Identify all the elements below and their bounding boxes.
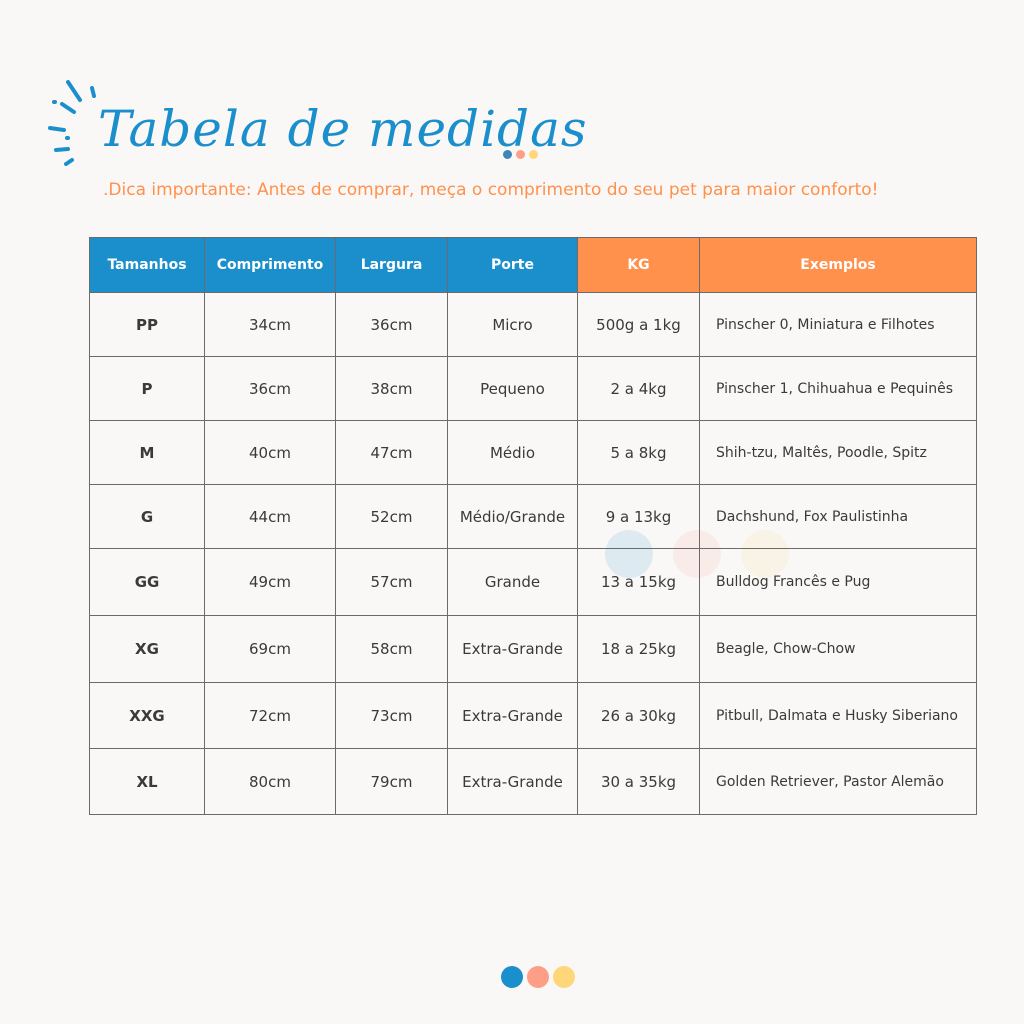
cell-size: M xyxy=(89,420,205,485)
dot-salmon xyxy=(516,150,525,159)
header-comprimento: Comprimento xyxy=(204,237,336,293)
table-row: GG 49cm 57cm Grande 13 a 15kg Bulldog Francês… xyxy=(89,548,977,616)
table-header: Tamanhos Comprimento Largura Porte KG Ex… xyxy=(89,237,977,293)
dot-blue xyxy=(501,966,523,988)
dot-salmon xyxy=(527,966,549,988)
cell-exemplos: Bulldog Francês e Pug xyxy=(699,548,977,616)
header-largura: Largura xyxy=(335,237,448,293)
size-table: Tamanhos Comprimento Largura Porte KG Ex… xyxy=(89,237,977,815)
cell-size: G xyxy=(89,484,205,549)
cell-comprimento: 44cm xyxy=(204,484,336,549)
page-title: Tabela de medidas xyxy=(98,100,588,158)
cell-largura: 57cm xyxy=(335,548,448,616)
cell-porte: Extra-Grande xyxy=(447,682,578,749)
cell-largura: 47cm xyxy=(335,420,448,485)
cell-largura: 79cm xyxy=(335,748,448,815)
cell-porte: Médio/Grande xyxy=(447,484,578,549)
cell-porte: Micro xyxy=(447,292,578,357)
cell-largura: 38cm xyxy=(335,356,448,421)
table-row: XG 69cm 58cm Extra-Grande 18 a 25kg Beagle, C… xyxy=(89,615,977,683)
cell-exemplos: Pitbull, Dalmata e Husky Siberiano xyxy=(699,682,977,749)
cell-comprimento: 80cm xyxy=(204,748,336,815)
table-row: XXG 72cm 73cm Extra-Grande 26 a 30kg Pitbull,… xyxy=(89,682,977,749)
table-row: P 36cm 38cm Pequeno 2 a 4kg Pinscher 1, Chihu… xyxy=(89,356,977,421)
cell-exemplos: Pinscher 0, Miniatura e Filhotes xyxy=(699,292,977,357)
header-exemplos: Exemplos xyxy=(699,237,977,293)
title-dots xyxy=(503,150,538,159)
cell-size: PP xyxy=(89,292,205,357)
cell-kg: 5 a 8kg xyxy=(577,420,700,485)
dot-yellow xyxy=(553,966,575,988)
cell-comprimento: 69cm xyxy=(204,615,336,683)
sparkle-rays-icon xyxy=(48,80,96,166)
cell-porte: Extra-Grande xyxy=(447,748,578,815)
cell-kg: 9 a 13kg xyxy=(577,484,700,549)
cell-comprimento: 36cm xyxy=(204,356,336,421)
cell-porte: Extra-Grande xyxy=(447,615,578,683)
cell-size: XL xyxy=(89,748,205,815)
cell-comprimento: 72cm xyxy=(204,682,336,749)
cell-exemplos: Beagle, Chow-Chow xyxy=(699,615,977,683)
footer-dots xyxy=(501,966,575,988)
cell-size: XG xyxy=(89,615,205,683)
cell-comprimento: 34cm xyxy=(204,292,336,357)
cell-comprimento: 40cm xyxy=(204,420,336,485)
header-kg: KG xyxy=(577,237,700,293)
cell-largura: 58cm xyxy=(335,615,448,683)
cell-porte: Grande xyxy=(447,548,578,616)
table-row: PP 34cm 36cm Micro 500g a 1kg Pinscher 0, Min… xyxy=(89,292,977,357)
header-tamanhos: Tamanhos xyxy=(89,237,205,293)
cell-largura: 73cm xyxy=(335,682,448,749)
cell-size: GG xyxy=(89,548,205,616)
cell-exemplos: Dachshund, Fox Paulistinha xyxy=(699,484,977,549)
cell-exemplos: Shih-tzu, Maltês, Poodle, Spitz xyxy=(699,420,977,485)
dot-yellow xyxy=(529,150,538,159)
table-row: XL 80cm 79cm Extra-Grande 30 a 35kg Golden Re… xyxy=(89,748,977,815)
cell-largura: 36cm xyxy=(335,292,448,357)
cell-kg: 30 a 35kg xyxy=(577,748,700,815)
dot-blue xyxy=(503,150,512,159)
table-row: M 40cm 47cm Médio 5 a 8kg Shih-tzu, Maltês, P… xyxy=(89,420,977,485)
cell-size: P xyxy=(89,356,205,421)
cell-size: XXG xyxy=(89,682,205,749)
cell-exemplos: Golden Retriever, Pastor Alemão xyxy=(699,748,977,815)
cell-porte: Médio xyxy=(447,420,578,485)
cell-largura: 52cm xyxy=(335,484,448,549)
cell-exemplos: Pinscher 1, Chihuahua e Pequinês xyxy=(699,356,977,421)
header-porte: Porte xyxy=(447,237,578,293)
cell-kg: 26 a 30kg xyxy=(577,682,700,749)
tip-text: .Dica importante: Antes de comprar, meça… xyxy=(103,180,879,200)
cell-kg: 13 a 15kg xyxy=(577,548,700,616)
cell-kg: 18 a 25kg xyxy=(577,615,700,683)
cell-comprimento: 49cm xyxy=(204,548,336,616)
cell-porte: Pequeno xyxy=(447,356,578,421)
cell-kg: 2 a 4kg xyxy=(577,356,700,421)
table-row: G 44cm 52cm Médio/Grande 9 a 13kg Dachshund, … xyxy=(89,484,977,549)
cell-kg: 500g a 1kg xyxy=(577,292,700,357)
